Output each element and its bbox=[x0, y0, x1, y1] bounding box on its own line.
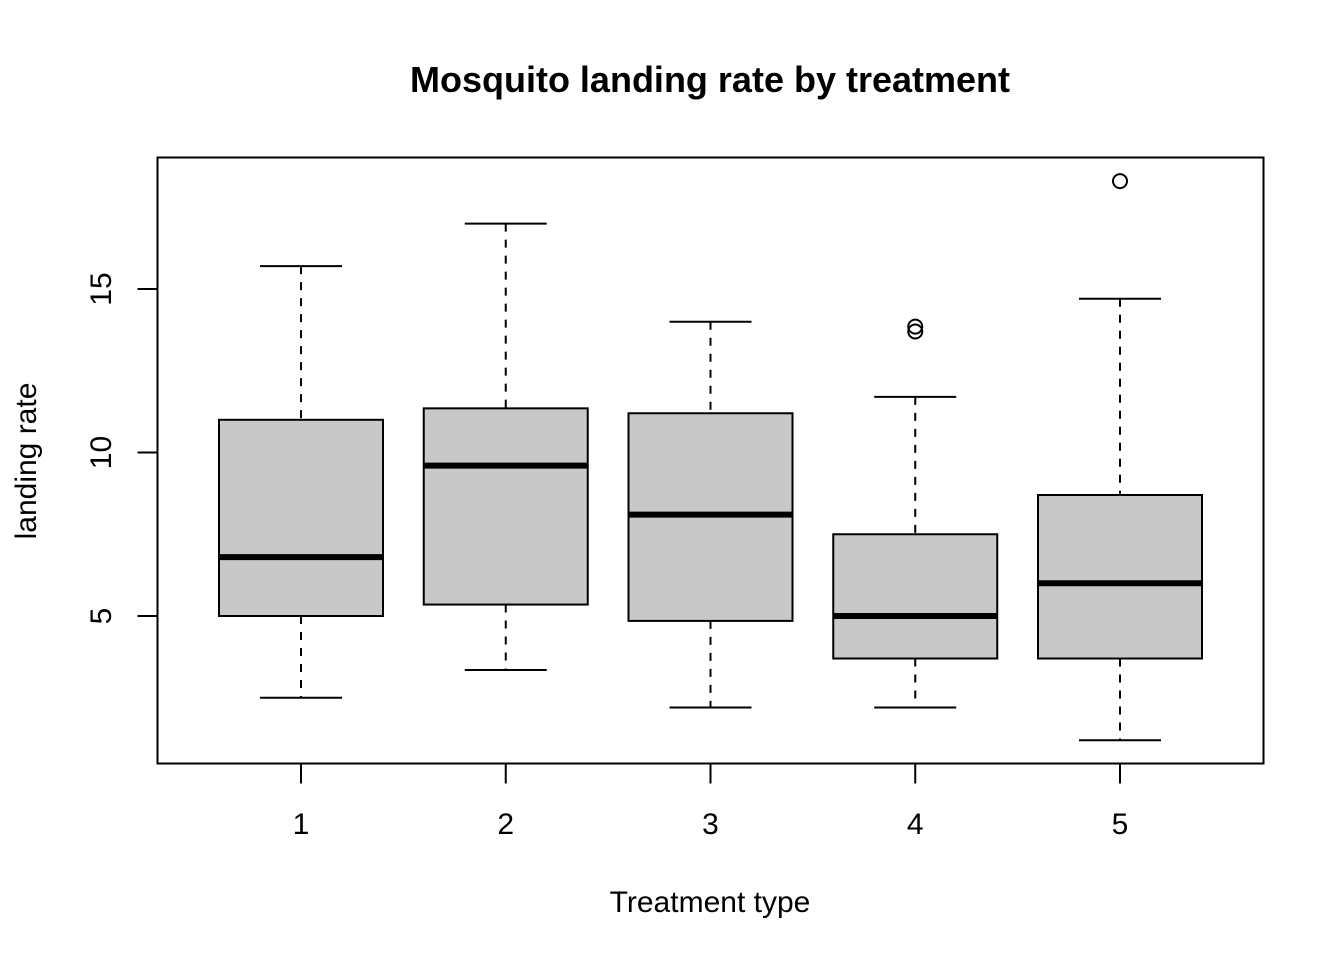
iqr-box bbox=[1037, 494, 1203, 660]
iqr-box bbox=[832, 533, 999, 660]
box-4 bbox=[832, 318, 999, 709]
chart-title: Mosquito landing rate by treatment bbox=[410, 59, 1010, 100]
x-tick-label: 2 bbox=[497, 808, 514, 841]
iqr-box bbox=[218, 418, 384, 617]
x-tick-label: 3 bbox=[702, 808, 719, 841]
box-3 bbox=[627, 320, 794, 709]
x-axis-label: Treatment type bbox=[610, 886, 811, 919]
x-tick-label: 4 bbox=[907, 808, 924, 841]
y-axis-label: landing rate bbox=[10, 383, 43, 540]
y-tick-label: 5 bbox=[85, 608, 118, 625]
outlier-point bbox=[907, 323, 924, 340]
iqr-box bbox=[422, 407, 589, 606]
x-axis: 1 2 3 4 5 bbox=[293, 762, 1129, 841]
x-tick-label: 5 bbox=[1112, 808, 1129, 841]
outlier-point bbox=[907, 318, 924, 335]
box-2 bbox=[422, 222, 589, 671]
outlier-point bbox=[1112, 173, 1128, 190]
x-tick-label: 1 bbox=[293, 808, 310, 841]
y-tick-label: 10 bbox=[85, 436, 118, 469]
y-axis: 5 10 15 bbox=[85, 272, 159, 625]
box-5 bbox=[1037, 173, 1203, 742]
box-1 bbox=[218, 265, 384, 699]
box-group bbox=[218, 173, 1203, 742]
y-tick-label: 15 bbox=[85, 272, 118, 305]
